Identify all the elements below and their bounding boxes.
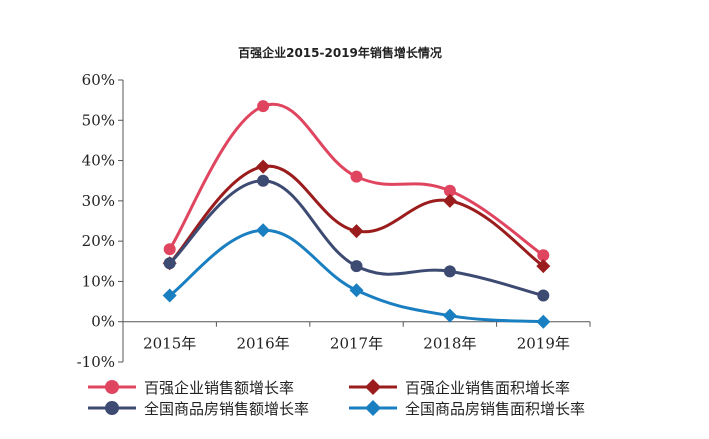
series-line xyxy=(168,179,544,297)
chart-title: 百强企业2015-2019年销售增长情况 xyxy=(238,45,442,60)
series-line xyxy=(168,102,545,257)
data-point xyxy=(350,170,363,183)
legend-entry: 百强企业销售额增长率 xyxy=(88,379,294,397)
series-1 xyxy=(163,100,550,262)
y-tick-label: 50% xyxy=(82,111,115,129)
legend-entry: 全国商品房销售额增长率 xyxy=(88,400,309,418)
legend-label: 全国商品房销售额增长率 xyxy=(144,400,309,418)
series-layer xyxy=(162,100,551,329)
x-tick-label: 2017年 xyxy=(330,335,383,353)
legend-entry: 全国商品房销售面积增长率 xyxy=(349,400,585,418)
data-point xyxy=(537,289,550,302)
x-tick-label: 2016年 xyxy=(237,335,290,353)
legend-label: 全国商品房销售面积增长率 xyxy=(405,400,585,418)
data-point xyxy=(536,259,551,274)
data-point xyxy=(256,223,271,238)
data-point xyxy=(443,184,456,197)
data-point xyxy=(350,260,363,273)
y-tick-label: 0% xyxy=(91,313,115,331)
x-tick-label: 2015年 xyxy=(143,335,196,353)
legend-label: 百强企业销售面积增长率 xyxy=(405,379,570,397)
legend-swatch-marker xyxy=(105,401,119,415)
legend-entry: 百强企业销售面积增长率 xyxy=(349,379,570,397)
y-tick-label: -10% xyxy=(77,353,115,371)
data-point xyxy=(442,308,457,323)
axes: -10% 0% 10% 20% 30% 40% 50% 60% 2015年 2016年 2017年 2… xyxy=(77,71,591,371)
y-tick-label: 20% xyxy=(82,232,115,250)
series-line xyxy=(168,228,544,324)
data-point xyxy=(536,314,551,329)
legend-label: 百强企业销售额增长率 xyxy=(144,379,294,397)
data-point xyxy=(162,288,177,303)
series-4 xyxy=(162,223,551,329)
data-point xyxy=(163,257,176,270)
data-point xyxy=(443,265,456,278)
series-3 xyxy=(163,174,550,302)
y-tick-label: 60% xyxy=(82,71,115,89)
legend-swatch-marker xyxy=(105,380,119,394)
x-tick-label: 2018年 xyxy=(423,335,476,353)
y-tick-label: 40% xyxy=(82,152,115,170)
data-point xyxy=(537,249,550,262)
data-point xyxy=(257,174,270,187)
data-point xyxy=(349,283,364,298)
legend-swatch-marker xyxy=(365,379,381,395)
x-tick-label: 2019年 xyxy=(517,335,570,353)
y-tick-label: 10% xyxy=(82,272,115,290)
data-point xyxy=(256,159,271,174)
data-point xyxy=(257,100,270,113)
data-point xyxy=(442,193,457,208)
data-point xyxy=(349,224,364,239)
y-tick-label: 30% xyxy=(82,192,115,210)
series-2 xyxy=(162,159,551,274)
data-point xyxy=(163,243,176,256)
legend-swatch-marker xyxy=(365,400,381,416)
